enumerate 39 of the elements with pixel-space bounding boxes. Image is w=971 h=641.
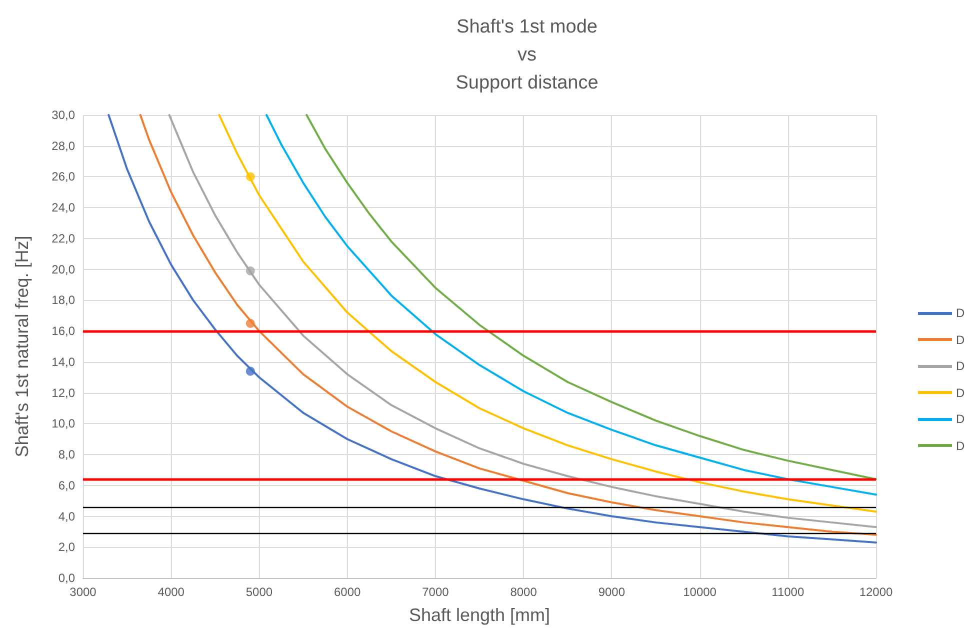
y-tick-label: 20,0 bbox=[52, 262, 76, 276]
y-tick-label: 12,0 bbox=[52, 386, 76, 400]
point bbox=[246, 366, 255, 376]
y-tick-label: 22,0 bbox=[52, 231, 76, 246]
chart-title: Shaft's 1st mode vs Support distance bbox=[456, 16, 598, 94]
legend-label: D bbox=[956, 306, 965, 320]
x-axis-title: Shaft length [mm] bbox=[408, 605, 550, 625]
x-tick-label: 9000 bbox=[598, 585, 626, 599]
legend-label: D bbox=[956, 412, 965, 426]
y-tick-label: 18,0 bbox=[52, 293, 76, 308]
x-tick-label: 4000 bbox=[158, 585, 185, 599]
y-tick-label: 0,0 bbox=[58, 571, 76, 585]
y-tick-label: 16,0 bbox=[52, 324, 76, 338]
y-tick-label: 24,0 bbox=[52, 200, 76, 215]
x-tick-label: 5000 bbox=[246, 585, 273, 599]
x-tick-label: 11000 bbox=[772, 585, 804, 599]
y-tick-label: 30,0 bbox=[52, 108, 76, 122]
legend-label: D bbox=[956, 438, 965, 453]
legend-label: D bbox=[956, 332, 965, 347]
y-tick-label: 6,0 bbox=[58, 478, 76, 492]
x-tick-label: 8000 bbox=[510, 585, 538, 599]
point bbox=[246, 172, 255, 182]
y-tick-label: 4,0 bbox=[58, 509, 76, 524]
y-tick-label: 28,0 bbox=[52, 138, 76, 153]
y-tick-label: 14,0 bbox=[52, 354, 76, 369]
x-tick-label: 10000 bbox=[683, 585, 717, 599]
legend-label: D bbox=[956, 359, 965, 374]
x-tick-label: 6000 bbox=[334, 585, 362, 599]
y-axis-title: Shaft's 1st natural freq. [Hz] bbox=[12, 236, 32, 458]
legend-label: D bbox=[956, 386, 965, 400]
x-tick-label: 3000 bbox=[70, 585, 97, 599]
y-tick-label: 2,0 bbox=[58, 540, 76, 554]
point bbox=[246, 266, 255, 276]
x-tick-label: 7000 bbox=[422, 585, 450, 599]
point bbox=[246, 318, 255, 328]
y-tick-label: 26,0 bbox=[52, 170, 76, 184]
y-tick-label: 8,0 bbox=[58, 448, 76, 462]
x-tick-label: 12000 bbox=[859, 585, 894, 599]
y-tick-label: 10,0 bbox=[52, 416, 76, 431]
